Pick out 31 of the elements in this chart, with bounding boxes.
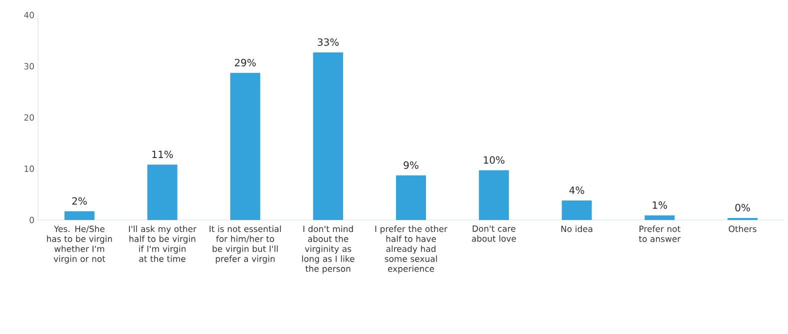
bar	[64, 211, 94, 220]
data-label: 9%	[404, 161, 418, 169]
bar	[396, 175, 426, 220]
x-tick-label: I prefer the other half to have already had some sexual experience	[375, 226, 448, 274]
data-label: 11%	[152, 150, 173, 158]
data-label: 4%	[569, 186, 584, 194]
y-tick-label: 20	[24, 114, 34, 121]
data-label: 2%	[72, 197, 87, 205]
x-tick-label: Others	[728, 226, 756, 232]
x-tick-label: No idea	[561, 226, 592, 232]
y-tick-label: 0	[30, 216, 34, 224]
x-tick-label: I don't mind about the virginity as long as I like the person	[302, 226, 354, 274]
y-tick-label: 40	[24, 12, 34, 18]
y-tick-label: 30	[24, 63, 34, 70]
data-label: 10%	[484, 156, 504, 164]
x-tick-label: Prefer not to answer	[638, 226, 681, 242]
x-tick-label: I'll ask my other half to be virgin if I'm virgin at the time	[129, 226, 196, 262]
bar	[562, 200, 592, 220]
data-label: 0%	[735, 204, 750, 212]
bar	[313, 52, 344, 220]
bar	[478, 170, 509, 220]
y-tick-label: 10	[24, 166, 34, 172]
x-tick-label: It is not essential for him/her to be virgin but I'll prefer a virgin	[210, 226, 281, 264]
data-label: 33%	[318, 38, 339, 46]
bar	[230, 72, 260, 220]
bar	[147, 164, 178, 220]
bar	[644, 215, 675, 220]
x-tick-label: Yes. He/She has to be virgin whether I'm virgin or not	[47, 226, 112, 264]
data-label: 1%	[652, 201, 668, 209]
data-label: 29%	[234, 58, 256, 66]
x-tick-label: Don't care about love	[472, 226, 516, 242]
